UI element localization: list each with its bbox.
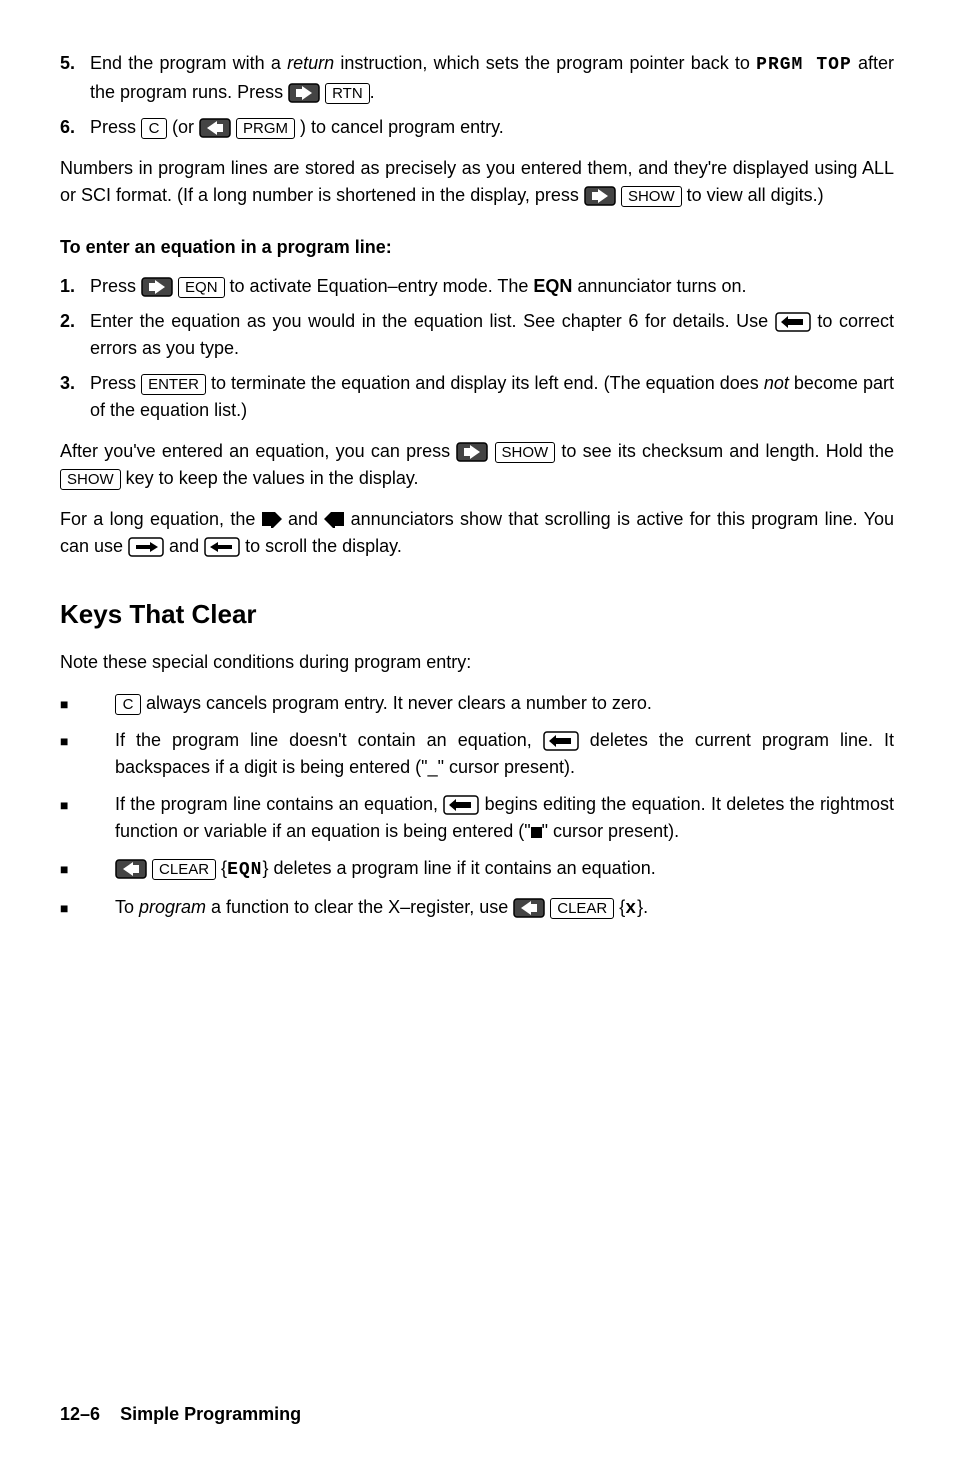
bullet-icon: ■ [60, 727, 115, 781]
right-shift-icon [288, 83, 320, 103]
item-content: If the program line doesn't contain an e… [115, 727, 894, 781]
right-arrow-icon [262, 512, 282, 528]
backspace-icon [543, 731, 579, 751]
item-number: 5. [60, 50, 90, 106]
left-shift-icon [115, 859, 147, 879]
prgm-key: PRGM [236, 118, 295, 140]
show-key: SHOW [60, 469, 121, 491]
c-key: C [141, 118, 167, 140]
list-item: 2. Enter the equation as you would in th… [60, 308, 894, 362]
page-footer: 12–6 Simple Programming [60, 1401, 301, 1428]
list-item: 5. End the program with a return instruc… [60, 50, 894, 106]
show-key: SHOW [495, 442, 556, 464]
right-shift-icon [584, 186, 616, 206]
right-shift-icon [141, 277, 173, 297]
rtn-key: RTN [325, 83, 370, 105]
list-item: 6. Press C (or PRGM ) to cancel program … [60, 114, 894, 141]
left-arrow-icon [324, 512, 344, 528]
bullet-icon: ■ [60, 791, 115, 845]
right-shift-icon [456, 442, 488, 462]
item-content: CLEAR {EQN} deletes a program line if it… [115, 855, 894, 884]
bullet-icon: ■ [60, 690, 115, 717]
bullet-icon: ■ [60, 894, 115, 923]
c-key: C [115, 694, 141, 716]
paragraph: For a long equation, the and annunciator… [60, 506, 894, 560]
list-item: 3. Press ENTER to terminate the equation… [60, 370, 894, 424]
list-item: ■ CLEAR {EQN} deletes a program line if … [60, 855, 894, 884]
left-shift-icon [199, 118, 231, 138]
item-content: C always cancels program entry. It never… [115, 690, 894, 717]
item-number: 2. [60, 308, 90, 362]
list-item: ■ To program a function to clear the X–r… [60, 894, 894, 923]
list-item: 1. Press EQN to activate Equation–entry … [60, 273, 894, 300]
item-content: End the program with a return instructio… [90, 50, 894, 106]
page-number: 12–6 [60, 1404, 100, 1424]
footer-title: Simple Programming [120, 1404, 301, 1424]
item-content: Press ENTER to terminate the equation an… [90, 370, 894, 424]
paragraph: After you've entered an equation, you ca… [60, 438, 894, 492]
item-content: Press EQN to activate Equation–entry mod… [90, 273, 894, 300]
left-arrow-key-icon [204, 537, 240, 557]
eqn-key: EQN [178, 277, 225, 299]
list-item: ■ If the program line doesn't contain an… [60, 727, 894, 781]
section-title: Keys That Clear [60, 595, 894, 634]
enter-key: ENTER [141, 374, 206, 396]
clear-key: CLEAR [152, 859, 216, 881]
item-number: 3. [60, 370, 90, 424]
list-item: ■ C always cancels program entry. It nev… [60, 690, 894, 717]
item-content: Enter the equation as you would in the e… [90, 308, 894, 362]
backspace-icon [775, 312, 811, 332]
item-number: 6. [60, 114, 90, 141]
bullet-icon: ■ [60, 855, 115, 884]
item-number: 1. [60, 273, 90, 300]
right-arrow-key-icon [128, 537, 164, 557]
cursor-square-icon [531, 827, 542, 838]
paragraph: Numbers in program lines are stored as p… [60, 155, 894, 209]
item-content: To program a function to clear the X–reg… [115, 894, 894, 923]
backspace-icon [443, 795, 479, 815]
section-heading: To enter an equation in a program line: [60, 234, 894, 261]
clear-key: CLEAR [550, 898, 614, 920]
item-content: If the program line contains an equation… [115, 791, 894, 845]
list-item: ■ If the program line contains an equati… [60, 791, 894, 845]
paragraph: Note these special conditions during pro… [60, 649, 894, 676]
item-content: Press C (or PRGM ) to cancel program ent… [90, 114, 894, 141]
left-shift-icon [513, 898, 545, 918]
show-key: SHOW [621, 186, 682, 208]
